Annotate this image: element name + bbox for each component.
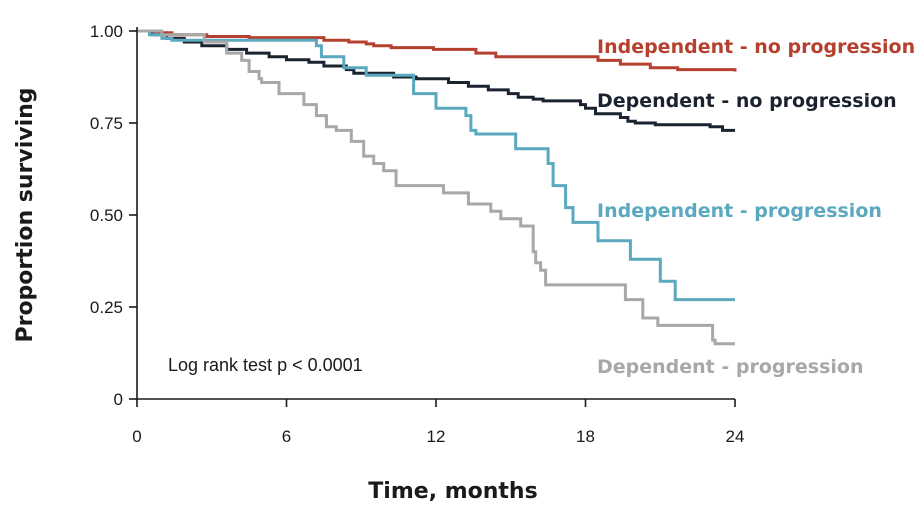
label-independent-no-progression: Independent - no progression (597, 36, 915, 58)
curves-layer (137, 29, 737, 346)
x-axis-title: Time, months (368, 479, 537, 504)
x-tick-label: 12 (427, 427, 446, 446)
y-axis-title: Proportion surviving (13, 87, 38, 342)
x-tick-label: 18 (576, 427, 595, 446)
x-tick-label: 24 (726, 427, 745, 446)
curve-independent-progression (137, 29, 735, 302)
y-tick-label: 0.50 (90, 206, 123, 225)
y-tick-label: 1.00 (90, 22, 123, 41)
x-tick-label: 6 (282, 427, 291, 446)
log-rank-annotation: Log rank test p < 0.0001 (168, 355, 363, 375)
label-dependent-progression: Dependent - progression (597, 356, 863, 378)
curve-dependent-progression (137, 29, 735, 346)
curve-dependent-no-progression (137, 29, 735, 132)
label-dependent-no-progression: Dependent - no progression (597, 90, 897, 112)
y-tick-label: 0.75 (90, 114, 123, 133)
y-tick-label: 0 (114, 390, 123, 409)
x-tick-label: 0 (132, 427, 141, 446)
label-independent-progression: Independent - progression (597, 200, 882, 222)
axes-layer: 0 0.25 0.50 0.75 1.00 0 6 12 18 24 (90, 22, 745, 446)
curve-independent-no-progression (137, 29, 737, 72)
y-tick-label: 0.25 (90, 298, 123, 317)
series-labels-layer: Independent - no progression Dependent - … (597, 36, 915, 378)
